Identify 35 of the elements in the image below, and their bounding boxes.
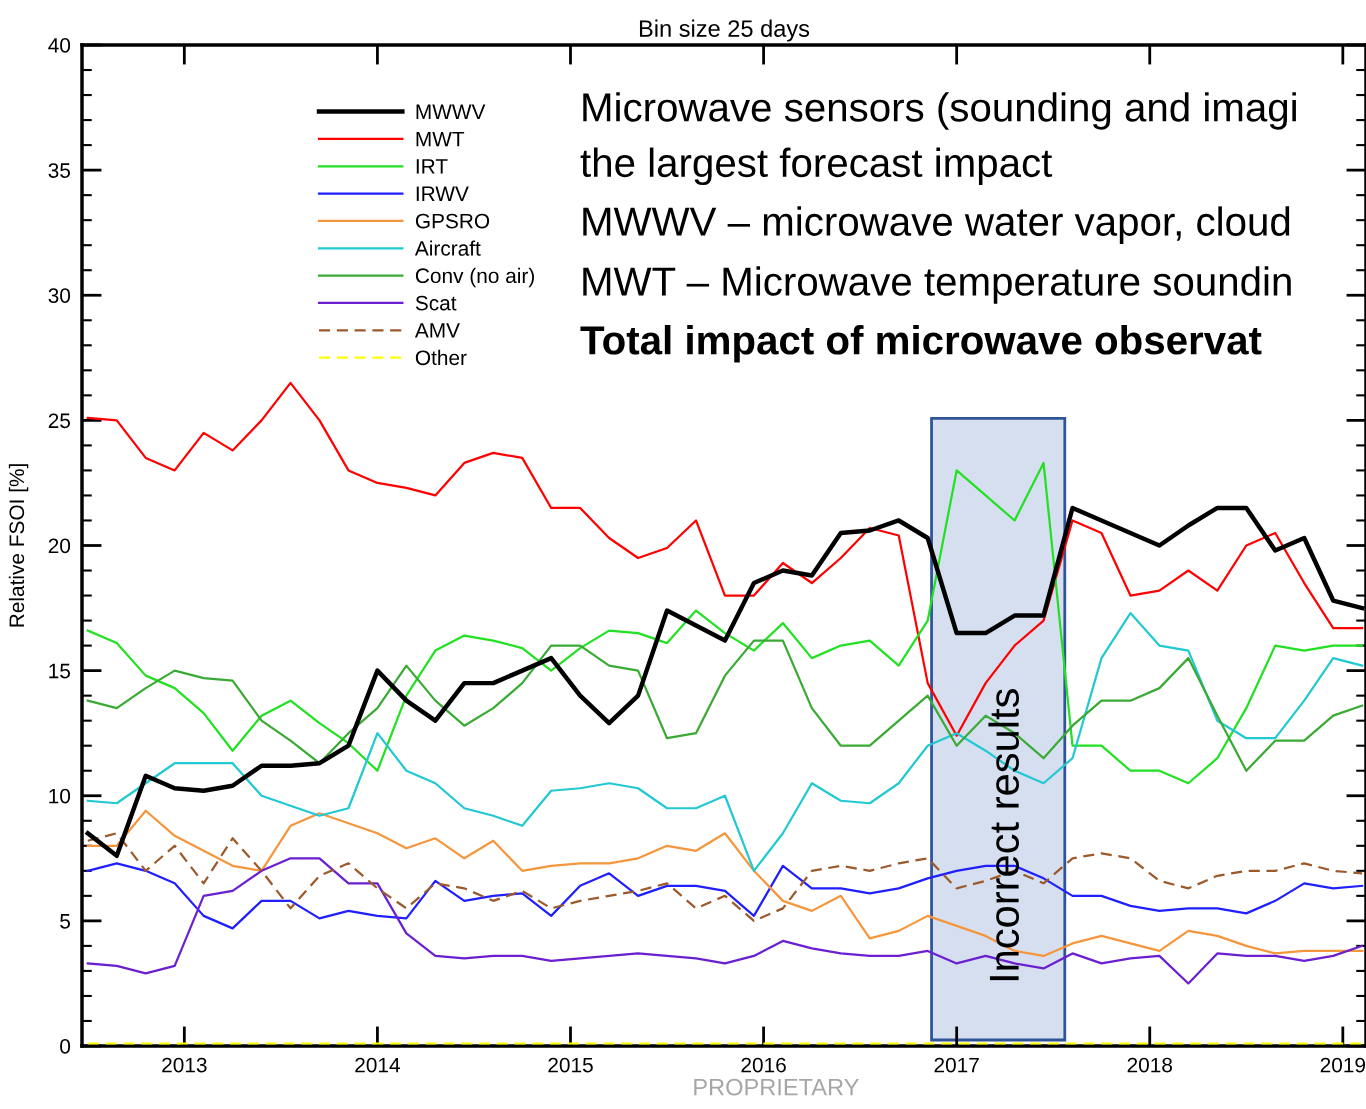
chart-title: Bin size 25 days <box>639 19 810 42</box>
legend-label: Conv (no air) <box>415 267 534 288</box>
y-tick-label: 10 <box>49 788 71 804</box>
x-tick-label: 2013 <box>162 1057 207 1073</box>
x-tick-label: 2014 <box>355 1057 400 1073</box>
legend-label: Aircraft <box>414 240 481 256</box>
y-tick-label: 40 <box>48 38 71 53</box>
legend-label: Other <box>415 349 467 366</box>
y-tick-label: 35 <box>48 163 71 178</box>
annotation: Microwave sensors (sounding and imagi <box>583 92 1296 130</box>
x-tick-label: 2018 <box>1127 1057 1173 1073</box>
annotation: MWWV – microwave water vapor, cloud <box>583 206 1290 244</box>
x-tick-label: 2017 <box>934 1057 979 1073</box>
legend-label: AMV <box>414 323 460 338</box>
legend-label: IRT <box>416 159 448 174</box>
legend-label: MWWV <box>416 104 486 119</box>
legend-label: IRWV <box>416 186 469 201</box>
y-tick-label: 20 <box>48 538 71 554</box>
y-tick-label: 5 <box>60 914 71 929</box>
x-tick-label: 2015 <box>548 1057 593 1073</box>
y-tick-label: 30 <box>48 288 71 303</box>
legend-label: GPSRO <box>415 213 490 229</box>
annotation: MWT – Microwave temperature soundin <box>583 266 1291 304</box>
annotation: Total impact of microwave observat <box>580 325 1262 363</box>
y-tick-label: 25 <box>48 413 71 429</box>
band-label: Incorrect results <box>988 689 1020 981</box>
y-tick-label: 15 <box>49 663 71 679</box>
legend-label: Scat <box>415 295 457 311</box>
text: PROPRIETARY <box>694 1078 859 1096</box>
y-axis-title: Relative FSOI [%] <box>8 464 29 627</box>
x-tick-label: 2016 <box>741 1057 786 1073</box>
legend-label: MWT <box>416 131 465 147</box>
annotation: the largest forecast impact <box>580 147 1053 186</box>
x-tick-label: 2019 <box>1320 1057 1366 1073</box>
y-tick-label: 0 <box>60 1039 71 1054</box>
